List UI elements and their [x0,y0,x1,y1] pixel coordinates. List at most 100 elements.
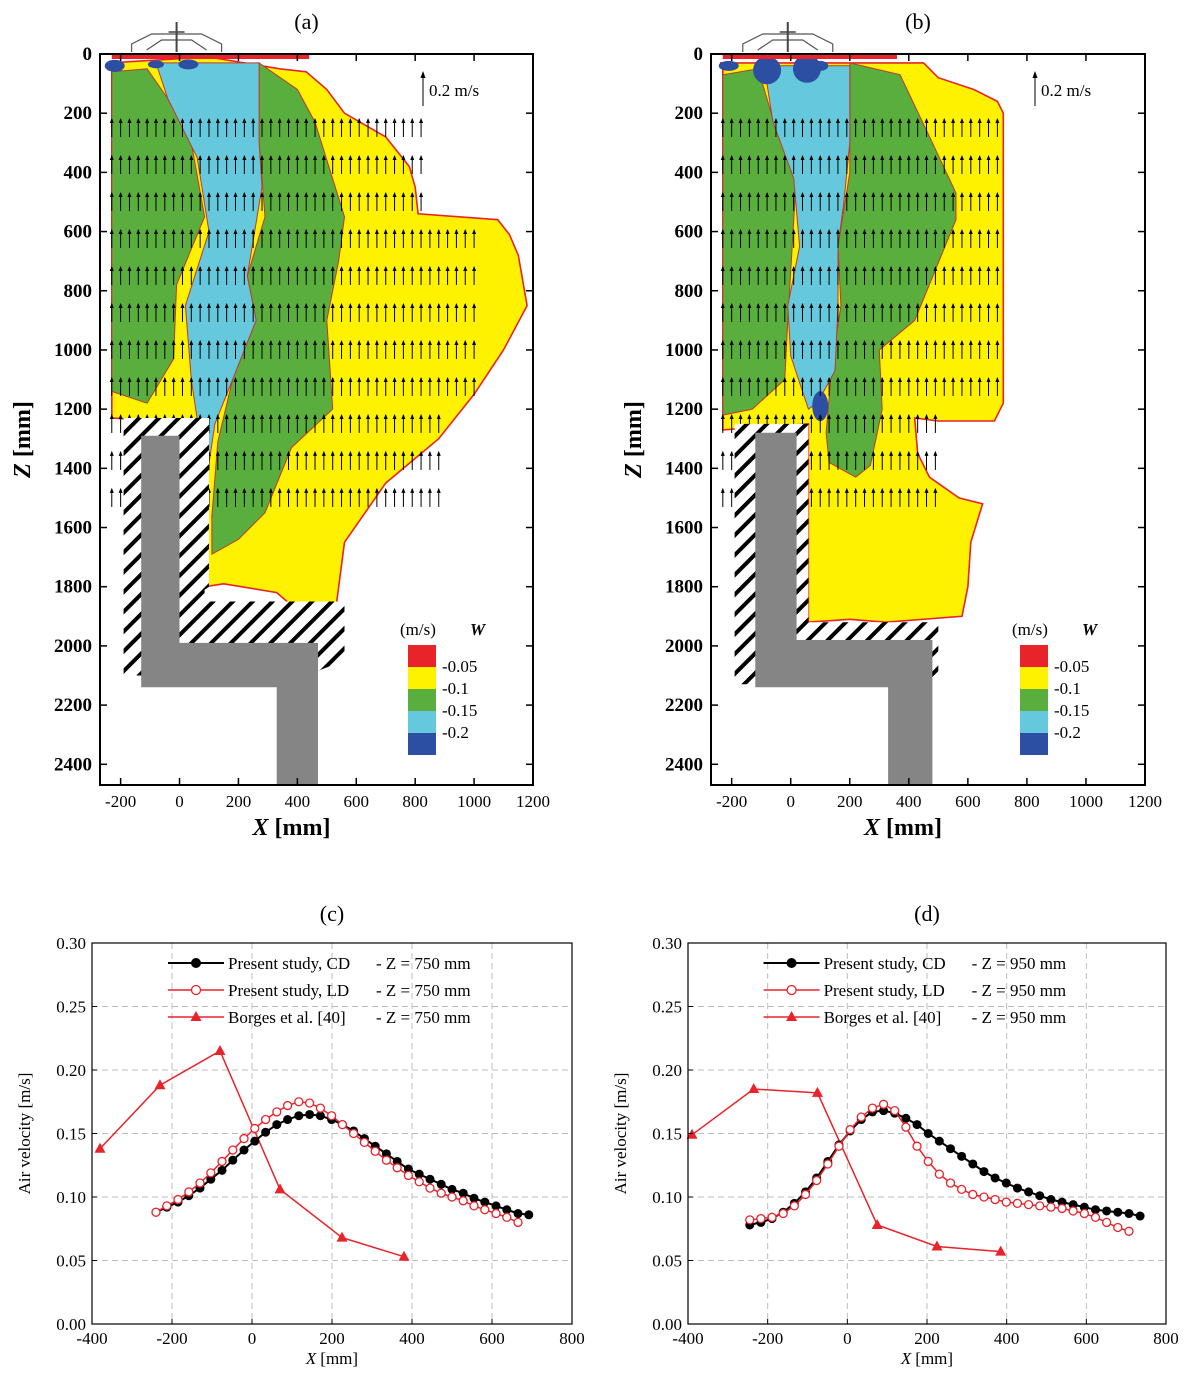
velocity-arrowhead [260,191,265,197]
velocity-arrowhead [915,302,920,308]
velocity-arrowhead [357,450,362,456]
y-tick-label: 0.05 [652,1252,682,1271]
velocity-arrowhead [747,376,752,382]
data-point [1113,1207,1123,1217]
velocity-arrowhead [127,191,132,197]
velocity-arrowhead [889,339,894,345]
velocity-arrowhead [171,191,176,197]
y-tick-label: 600 [675,222,704,243]
legend-entry-cond: - Z = 750 mm [376,1008,471,1027]
velocity-arrowhead [906,228,911,234]
data-point [173,1194,183,1205]
velocity-arrowhead [419,191,424,197]
velocity-arrowhead [251,117,256,123]
velocity-arrowhead [809,117,814,123]
y-tick-label: 2200 [54,695,92,716]
data-point [214,1044,226,1055]
legend-entry-name: Present study, LD [824,981,945,1000]
velocity-arrowhead [392,450,397,456]
velocity-arrowhead [871,376,876,382]
reference-vector-label: 0.2 m/s [1041,81,1091,100]
velocity-arrowhead [827,302,832,308]
velocity-arrowhead [277,302,282,308]
velocity-arrowhead [933,154,938,160]
y-tick-label: 200 [64,103,93,124]
velocity-arrowhead [729,228,734,234]
data-point [315,1103,326,1113]
velocity-arrowhead [162,413,167,419]
velocity-arrowhead [127,154,132,160]
velocity-arrowhead [242,265,247,271]
velocity-arrowhead [136,413,141,419]
velocity-arrowhead [162,154,167,160]
velocity-arrowhead [897,228,902,234]
velocity-arrowhead [959,154,964,160]
x-tick-label: 600 [1074,1329,1100,1348]
velocity-arrowhead [383,265,388,271]
velocity-arrowhead [906,191,911,197]
velocity-arrowhead [348,413,353,419]
velocity-arrowhead [720,265,725,271]
velocity-arrowhead [472,339,477,345]
velocity-arrowhead [304,191,309,197]
data-point [778,1208,788,1219]
velocity-arrowhead [880,413,885,419]
x-axis-var: X [252,815,270,841]
data-point [458,1188,468,1198]
data-point [359,1137,370,1148]
data-point [282,1100,293,1111]
data-point [912,1141,922,1151]
velocity-arrowhead [968,265,973,271]
velocity-arrowhead [242,450,247,456]
velocity-arrowhead [800,117,805,123]
velocity-arrowhead [853,154,858,160]
velocity-arrowhead [756,191,761,197]
data-point [745,1215,755,1225]
velocity-arrowhead [145,413,150,419]
velocity-arrowhead [260,154,265,160]
data-point [1035,1191,1045,1201]
velocity-arrowhead [782,339,787,345]
velocity-arrowhead [313,117,318,123]
x-tick-label: 400 [896,792,922,811]
velocity-arrowhead [304,376,309,382]
velocity-arrowhead [401,487,406,493]
y-axis-label: Air velocity [m/s] [15,1073,34,1195]
velocity-arrowhead [330,228,335,234]
velocity-arrowhead [357,154,362,160]
velocity-arrowhead [844,154,849,160]
velocity-arrowhead [436,265,441,271]
velocity-arrowhead [853,413,858,419]
panel-label: (a) [294,9,318,34]
velocity-arrowhead [951,265,956,271]
data-point [934,1136,944,1146]
velocity-arrowhead [986,117,991,123]
data-point [336,1231,348,1242]
data-point [480,1197,490,1207]
data-point [1023,1199,1034,1210]
velocity-arrowhead [897,413,902,419]
velocity-arrowhead [756,339,761,345]
y-tick-label: 0 [694,44,704,65]
velocity-arrowhead [463,376,468,382]
velocity-arrowhead [233,487,238,493]
velocity-arrowhead [366,413,371,419]
velocity-arrowhead [145,154,150,160]
data-point [513,1209,523,1219]
velocity-arrowhead [924,376,929,382]
velocity-arrowhead [835,413,840,419]
velocity-arrowhead [427,450,432,456]
velocity-arrowhead [277,487,282,493]
y-tick-label: 1800 [54,577,92,598]
data-point [812,1175,822,1186]
velocity-arrowhead [260,487,265,493]
velocity-arrowhead [189,265,194,271]
velocity-arrowhead [198,413,203,419]
velocity-arrowhead [215,228,220,234]
velocity-arrowhead [357,191,362,197]
sprayer-nozzle-icon [130,22,223,52]
legend-swatch [1020,711,1048,733]
velocity-arrowhead [171,413,176,419]
data-point [1001,1197,1011,1207]
velocity-arrowhead [862,376,867,382]
